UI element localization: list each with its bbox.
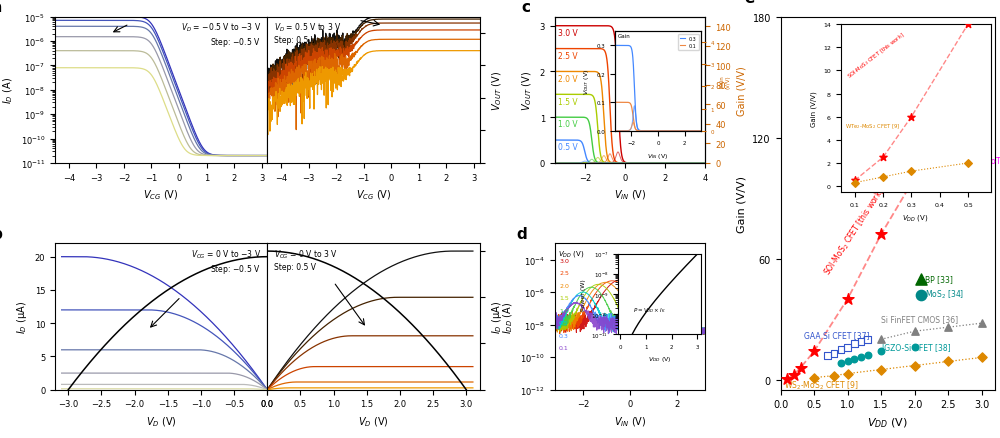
Y-axis label: $V_{OUT}$ (V): $V_{OUT}$ (V) — [520, 71, 534, 110]
Y-axis label: $V_{OUT}$ (V): $V_{OUT}$ (V) — [490, 71, 504, 110]
Text: e: e — [744, 0, 754, 6]
Point — [913, 292, 929, 299]
Point — [846, 340, 862, 347]
Point — [819, 352, 835, 359]
Text: 1.5 V: 1.5 V — [558, 97, 577, 106]
Point — [907, 175, 923, 182]
Point — [853, 354, 869, 361]
Point — [840, 358, 856, 365]
Point — [846, 356, 862, 363]
X-axis label: $V_{IN}$ (V): $V_{IN}$ (V) — [614, 188, 646, 201]
X-axis label: $V_D$ (V): $V_D$ (V) — [146, 414, 176, 427]
Point — [974, 58, 990, 65]
Text: SOI-MoS$_2$ CFET [this work]: SOI-MoS$_2$ CFET [this work] — [821, 185, 887, 277]
Text: 0.5 V: 0.5 V — [558, 143, 577, 152]
Text: WS$_2$-MoS$_2$ CFET [9]: WS$_2$-MoS$_2$ CFET [9] — [784, 379, 859, 391]
Point — [940, 358, 956, 365]
Text: 1.0: 1.0 — [559, 308, 569, 313]
Point — [907, 362, 923, 369]
Text: $V_{CG}$ = 0 V to $-$3 V
Step: $-$0.5 V: $V_{CG}$ = 0 V to $-$3 V Step: $-$0.5 V — [191, 248, 261, 276]
Point — [873, 348, 889, 355]
Y-axis label: $I_{DD}$ (A): $I_{DD}$ (A) — [501, 301, 515, 333]
Text: 2.5: 2.5 — [559, 271, 569, 276]
Text: IGZO-Si CFET [38]: IGZO-Si CFET [38] — [882, 343, 951, 352]
Point — [806, 348, 822, 355]
Point — [974, 320, 990, 327]
Text: Si FinFET CMOS [36]: Si FinFET CMOS [36] — [881, 314, 958, 323]
Text: 2.5 V: 2.5 V — [558, 52, 577, 61]
Text: 0.3: 0.3 — [559, 333, 569, 338]
Point — [840, 296, 856, 303]
Point — [940, 324, 956, 331]
Text: 3.0: 3.0 — [559, 258, 569, 263]
Point — [833, 346, 849, 353]
Point — [786, 371, 802, 378]
Text: d: d — [517, 226, 528, 241]
Point — [860, 352, 876, 359]
Text: BP [33]: BP [33] — [925, 274, 953, 283]
Text: 2.0: 2.0 — [559, 283, 569, 288]
Text: MoS$_2$ [34]: MoS$_2$ [34] — [925, 288, 965, 301]
Text: b: b — [0, 226, 2, 241]
Text: 0.5: 0.5 — [559, 321, 569, 325]
Point — [779, 375, 795, 382]
Y-axis label: Gain (V/V): Gain (V/V) — [737, 175, 747, 232]
Text: 1.5: 1.5 — [559, 296, 569, 300]
Text: a: a — [0, 0, 2, 15]
X-axis label: $V_D$ (V): $V_D$ (V) — [358, 414, 389, 427]
Text: c: c — [521, 0, 530, 15]
Y-axis label: Gain
(V/V): Gain (V/V) — [720, 75, 731, 88]
Point — [907, 328, 923, 335]
Point — [974, 155, 990, 162]
X-axis label: $V_{CG}$ (V): $V_{CG}$ (V) — [143, 188, 179, 201]
Text: 1.0 V: 1.0 V — [558, 120, 577, 129]
Y-axis label: $I_D$ (μA): $I_D$ (μA) — [15, 300, 29, 333]
Point — [793, 364, 809, 371]
Point — [873, 366, 889, 373]
Point — [853, 338, 869, 345]
Text: MoTe$_2$ [35]: MoTe$_2$ [35] — [984, 155, 1000, 168]
Text: $V_D$ = $-$0.5 V to $-$3 V
Step: $-$0.5 V: $V_D$ = $-$0.5 V to $-$3 V Step: $-$0.5 … — [181, 22, 261, 49]
Point — [826, 372, 842, 379]
Point — [833, 360, 849, 367]
X-axis label: $V_{CG}$ (V): $V_{CG}$ (V) — [356, 188, 391, 201]
Y-axis label: $I_D$ (A): $I_D$ (A) — [1, 77, 15, 104]
Text: $V_{CG}$ = 0 V to 3 V
Step: 0.5 V: $V_{CG}$ = 0 V to 3 V Step: 0.5 V — [274, 248, 338, 271]
Point — [806, 374, 822, 381]
Text: $V_{DD}$ (V): $V_{DD}$ (V) — [558, 248, 584, 258]
Y-axis label: Gain (V/V): Gain (V/V) — [737, 66, 747, 115]
Text: 2.0 V: 2.0 V — [558, 74, 577, 84]
Point — [840, 344, 856, 351]
Point — [826, 350, 842, 357]
Point — [840, 370, 856, 377]
Y-axis label: $I_D$ (μA): $I_D$ (μA) — [490, 300, 504, 333]
Text: 0.1: 0.1 — [559, 345, 569, 350]
Text: GAA Si CFET [37]: GAA Si CFET [37] — [804, 331, 870, 339]
Point — [873, 231, 889, 238]
X-axis label: $V_{DD}$ (V): $V_{DD}$ (V) — [867, 415, 908, 429]
Point — [974, 354, 990, 361]
Point — [907, 344, 923, 351]
Point — [860, 336, 876, 343]
Text: $V_D$ = 0.5 V to 3 V
Step: 0.5 V: $V_D$ = 0.5 V to 3 V Step: 0.5 V — [274, 22, 341, 45]
Point — [913, 276, 929, 283]
Point — [873, 336, 889, 343]
Text: 3.0 V: 3.0 V — [558, 29, 577, 38]
Point — [940, 111, 956, 118]
X-axis label: $V_{IN}$ (V): $V_{IN}$ (V) — [614, 414, 646, 427]
